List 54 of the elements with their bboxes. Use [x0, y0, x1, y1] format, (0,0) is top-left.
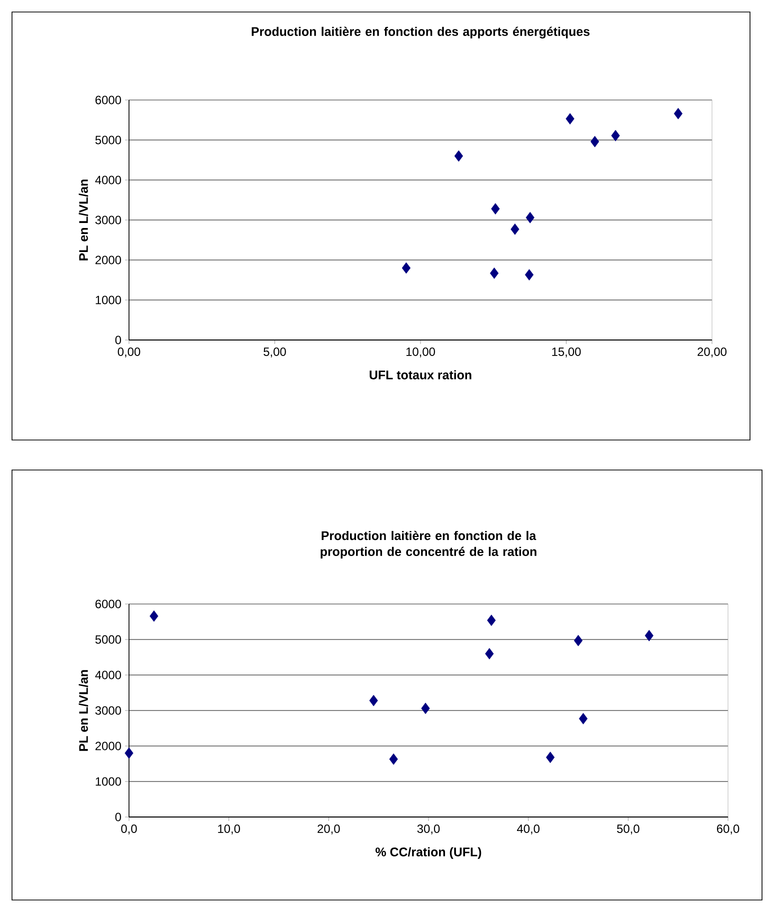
y-tick-label: 2000 [95, 742, 122, 750]
y-axis-title: PL en L/VL/an [78, 670, 88, 751]
point [369, 694, 378, 706]
chart-title: Production laitière en fonction des apports énergétiques [252, 26, 590, 38]
x-tick-label: 10,00 [406, 348, 435, 358]
x-tick-label: 0,0 [121, 824, 137, 834]
x-tick-label: 20,0 [318, 824, 340, 834]
x-axis-title: % CC/ration (UFL) [376, 847, 482, 859]
x-tick-label: 50,0 [617, 824, 640, 834]
point [566, 113, 574, 124]
x-axis-title: UFL totaux ration [370, 370, 472, 380]
chart-title: Production laitière en fonction de la proportion de concentré de la ration [320, 530, 536, 558]
x-tick-label: 60,0 [716, 824, 740, 834]
point [485, 648, 494, 660]
y-tick-label: 3000 [95, 216, 122, 224]
x-tick-label: 15,00 [552, 348, 581, 358]
y-tick-label: 6000 [96, 96, 122, 104]
y-axis-title: PL en L/VL/an [78, 180, 88, 260]
y-tick-label: 0 [115, 336, 122, 344]
y-tick-label: 3000 [95, 706, 122, 715]
point [546, 752, 555, 764]
y-tick-label: 4000 [95, 176, 122, 184]
point [490, 268, 499, 279]
y-tick-label: 5000 [95, 635, 122, 644]
point [402, 262, 411, 274]
point [644, 630, 654, 642]
point [421, 702, 430, 714]
y-tick-label: 4000 [95, 670, 122, 680]
point [578, 712, 588, 724]
point [510, 224, 520, 235]
x-tick-label: 10,0 [218, 824, 240, 834]
point [454, 150, 463, 162]
point [611, 130, 620, 142]
x-tick-label: 30,0 [417, 824, 440, 834]
x-tick-label: 5,00 [264, 348, 286, 358]
point [124, 747, 134, 759]
x-tick-label: 20,00 [698, 348, 726, 358]
y-tick-label: 0 [115, 812, 122, 822]
point [526, 212, 534, 224]
point [524, 269, 534, 280]
point [491, 203, 500, 214]
point [389, 753, 398, 765]
point [574, 634, 583, 646]
y-tick-label: 6000 [96, 600, 122, 608]
y-tick-label: 5000 [95, 136, 122, 144]
point [590, 136, 600, 148]
point [150, 610, 158, 622]
y-tick-label: 1000 [96, 777, 122, 786]
x-tick-label: 40,0 [516, 824, 540, 834]
y-tick-label: 1000 [96, 296, 122, 304]
x-tick-label: 0,00 [118, 348, 140, 358]
y-tick-label: 2000 [95, 256, 122, 264]
point [674, 108, 682, 120]
point [487, 614, 496, 626]
